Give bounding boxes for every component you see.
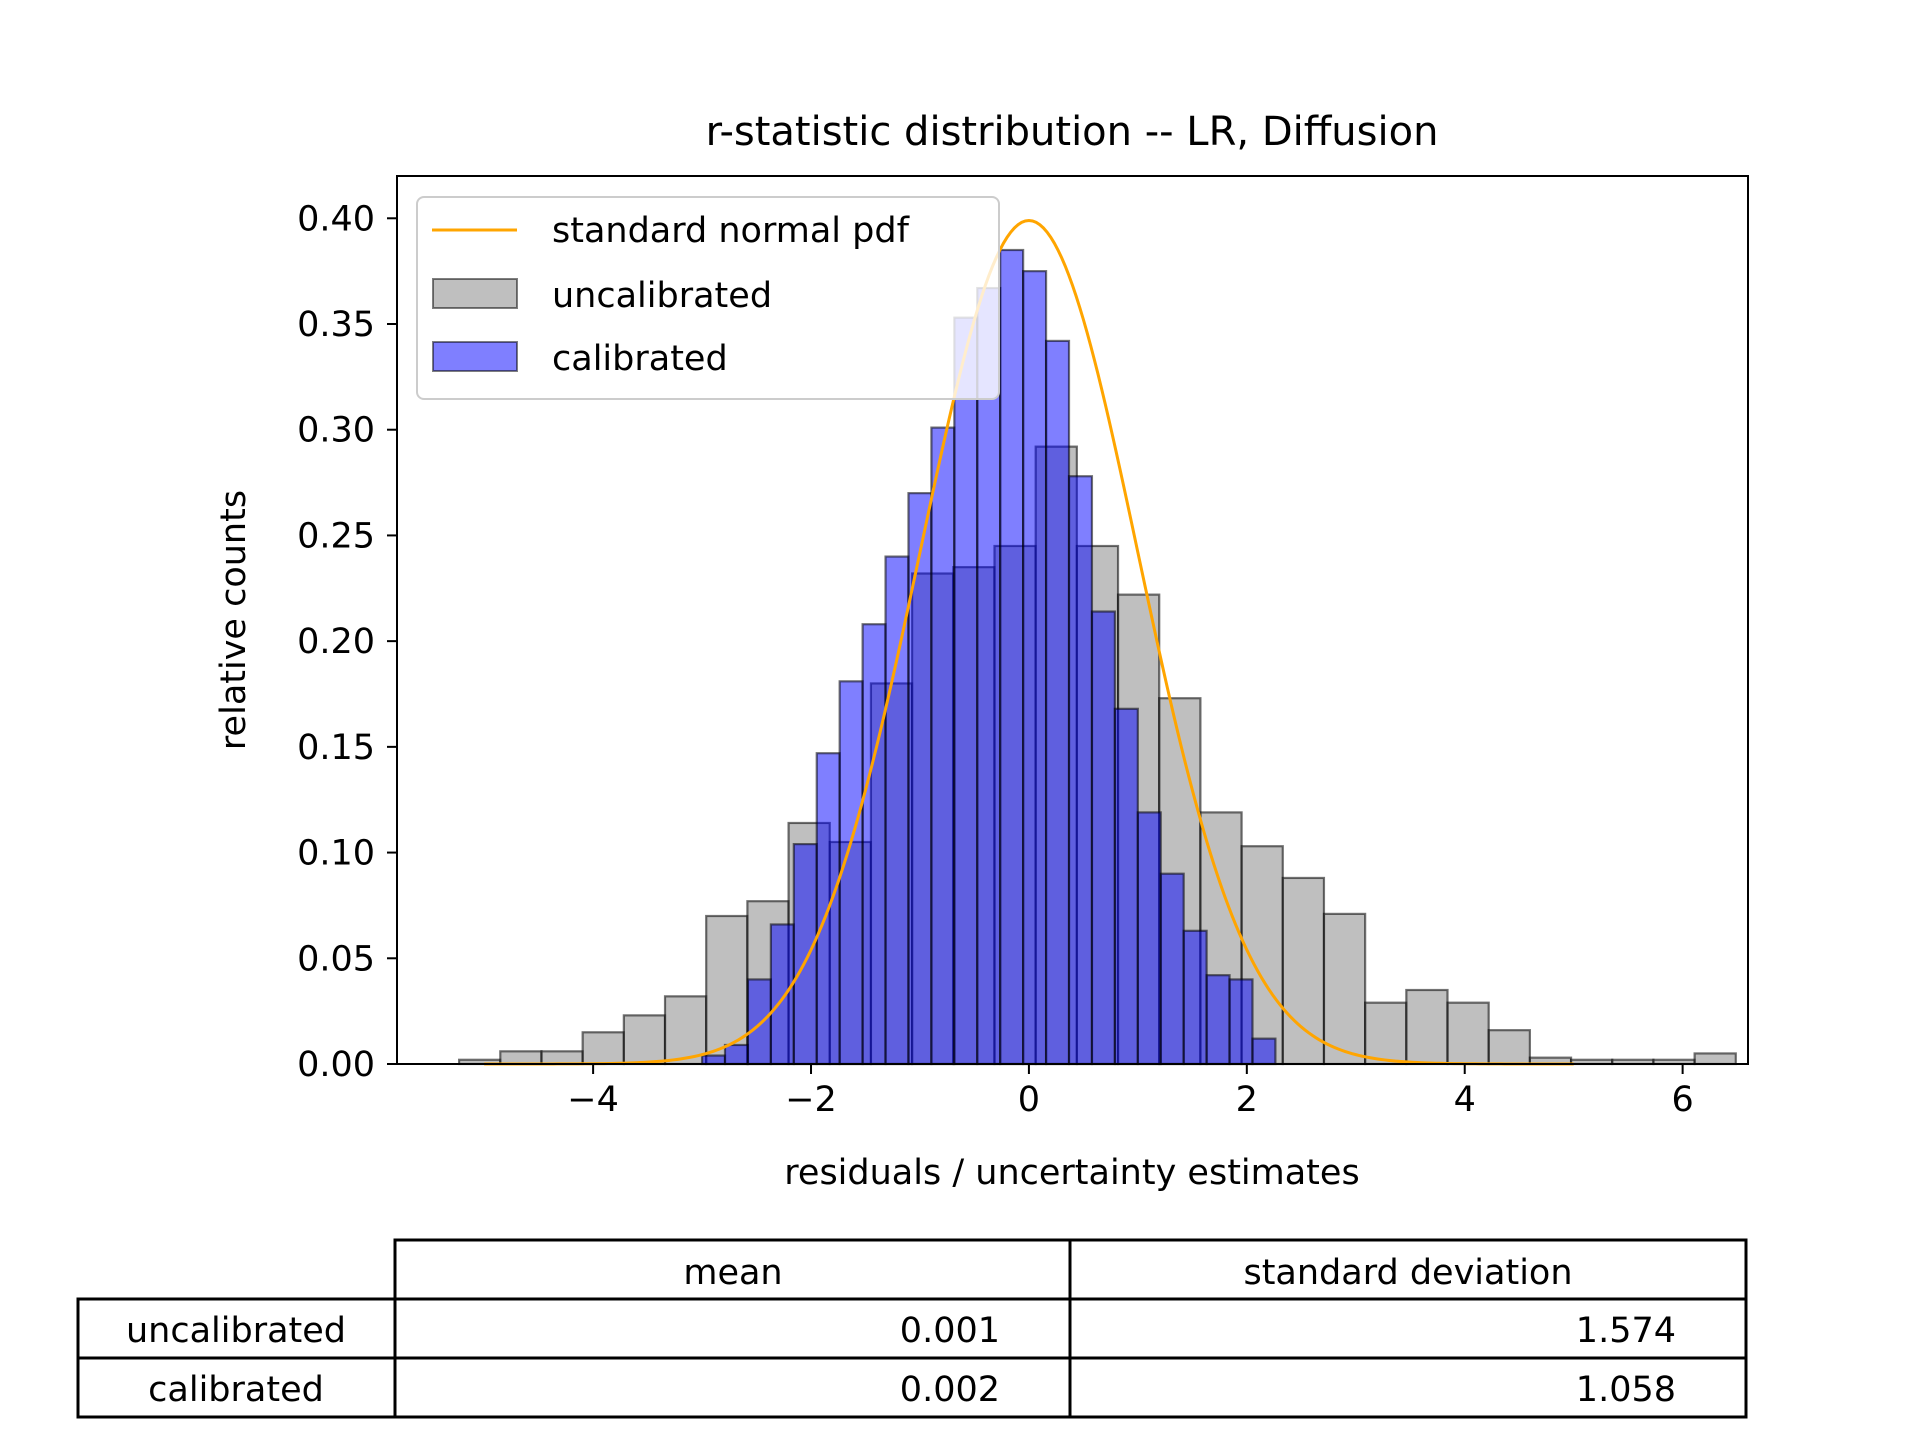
calibrated-bar xyxy=(1251,1037,1277,1066)
calibrated-bar xyxy=(792,843,818,1066)
calibrated-bar xyxy=(930,426,956,1066)
x-axis-label: residuals / uncertainty estimates xyxy=(784,1153,1359,1193)
uncalibrated-bar xyxy=(1322,912,1367,1066)
uncalibrated-bar xyxy=(1405,988,1449,1066)
calibrated-bar xyxy=(746,978,772,1066)
uncalibrated-bar xyxy=(705,914,749,1066)
x-tick-label: −4 xyxy=(567,1080,619,1120)
y-tick-label: 0.10 xyxy=(297,834,375,874)
y-tick-label: 0.15 xyxy=(297,728,375,768)
calibrated-bar xyxy=(723,1043,750,1066)
y-axis: 0.00 0.05 0.10 0.15 0.20 0.25 0.30 0.35 0.40 xyxy=(297,199,397,1085)
calibrated-bar xyxy=(1022,270,1048,1066)
calibrated-bar xyxy=(1228,978,1254,1066)
uncalibrated-bar xyxy=(1693,1052,1737,1066)
table-cell-std: 1.574 xyxy=(1576,1311,1676,1351)
calibrated-bar xyxy=(861,623,887,1066)
uncalibrated-bar xyxy=(1364,1001,1408,1066)
uncalibrated-bar xyxy=(1281,876,1326,1066)
plot-frame xyxy=(396,175,1749,1065)
uncalibrated-bar xyxy=(581,1031,625,1066)
table-header-std: standard deviation xyxy=(1243,1253,1572,1293)
y-tick-label: 0.00 xyxy=(297,1045,375,1085)
calibrated-bar xyxy=(769,923,795,1066)
y-tick-label: 0.25 xyxy=(297,516,375,556)
x-tick-label: 6 xyxy=(1671,1080,1693,1120)
calibrated-bar xyxy=(1044,339,1071,1066)
calibrated-bar xyxy=(907,492,933,1066)
stats-table: mean standard deviation uncalibrated 0.0… xyxy=(76,1238,1748,1419)
uncalibrated-bar xyxy=(1446,1001,1490,1066)
uncalibrated-bar xyxy=(540,1050,584,1066)
x-tick-label: 4 xyxy=(1454,1080,1476,1120)
y-tick-label: 0.20 xyxy=(297,622,375,662)
x-tick-label: 0 xyxy=(1018,1080,1040,1120)
legend-label-calibrated: calibrated xyxy=(552,339,728,379)
legend-label-uncalibrated: uncalibrated xyxy=(552,276,772,316)
y-tick-label: 0.30 xyxy=(297,411,375,451)
calibrated-bar xyxy=(1136,811,1162,1066)
calibrated-bar xyxy=(1067,475,1094,1066)
chart-title: r-statistic distribution -- LR, Diffusio… xyxy=(706,109,1439,155)
table-cell-mean: 0.001 xyxy=(900,1311,1000,1351)
calibrated-bar xyxy=(1205,974,1231,1066)
y-tick-label: 0.40 xyxy=(297,199,375,239)
calibrated-bar xyxy=(1113,707,1139,1066)
calibrated-bar xyxy=(953,316,979,1066)
x-axis: −4 −2 0 2 4 6 xyxy=(567,1064,1694,1120)
table-row-label: uncalibrated xyxy=(126,1311,346,1351)
legend-box xyxy=(416,196,1000,400)
legend-swatch-uncalibrated xyxy=(432,278,518,309)
table-header-mean: mean xyxy=(683,1253,782,1293)
uncalibrated-bar xyxy=(622,1014,667,1066)
calibrated-bar xyxy=(1182,929,1208,1066)
calibrated-bar xyxy=(976,286,1002,1066)
calibrated-bar xyxy=(838,680,864,1066)
x-tick-label: 2 xyxy=(1236,1080,1258,1120)
table-cell-mean: 0.002 xyxy=(900,1370,1000,1410)
calibrated-bar xyxy=(1159,872,1185,1066)
y-tick-label: 0.35 xyxy=(297,305,375,345)
x-tick-label: −2 xyxy=(785,1080,837,1120)
calibrated-bar xyxy=(884,555,910,1066)
uncalibrated-bar xyxy=(1487,1029,1531,1066)
table-row-label: calibrated xyxy=(148,1370,324,1410)
normal-pdf-line xyxy=(484,219,1574,1066)
legend-swatch-calibrated xyxy=(432,341,518,372)
table-cell-std: 1.058 xyxy=(1576,1370,1676,1410)
legend: standard normal pdf uncalibrated calibra… xyxy=(416,196,1000,400)
calibrated-bar xyxy=(999,248,1025,1066)
uncalibrated-bar xyxy=(499,1050,543,1066)
y-tick-label: 0.05 xyxy=(297,939,375,979)
legend-label-pdf: standard normal pdf xyxy=(552,211,910,251)
calibrated-bar xyxy=(1090,610,1116,1066)
y-axis-label: relative counts xyxy=(214,490,254,750)
calibrated-bar xyxy=(700,1054,727,1066)
